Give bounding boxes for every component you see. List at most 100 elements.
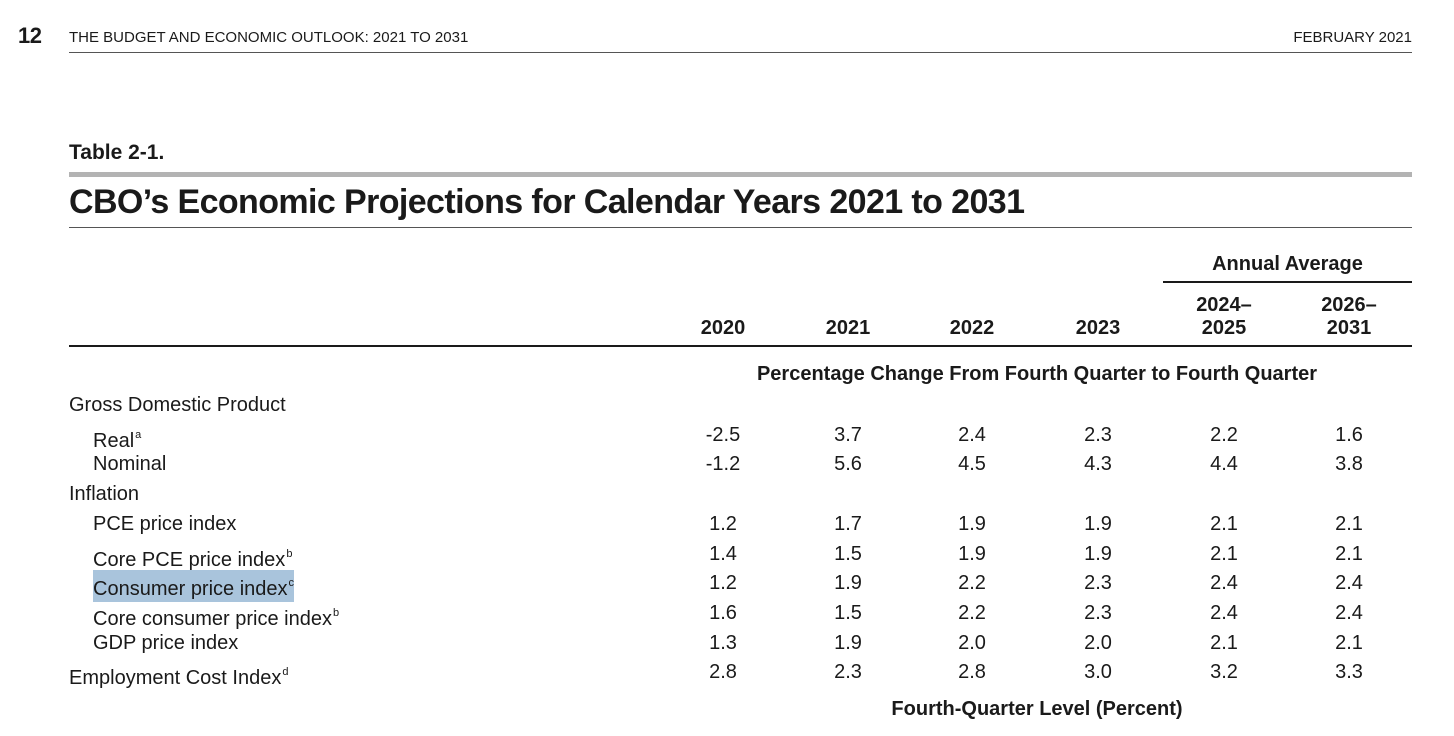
row-label-text: Gross Domestic Product	[69, 394, 286, 416]
table-cell: 2.4	[1335, 572, 1363, 594]
column-header-line2: 2020	[700, 317, 746, 339]
table-cell: 1.4	[709, 543, 737, 565]
table-cell: 2.8	[958, 661, 986, 683]
row-label-text: GDP price index	[93, 632, 239, 654]
table-row: Core consumer price indexb 1.6 1.5 2.2 2.3 2.…	[0, 600, 1454, 630]
table-cell: 1.9	[834, 572, 862, 594]
table-cell: 2.1	[1210, 513, 1238, 535]
table-cell: 2.1	[1335, 513, 1363, 535]
table-row: Inflation	[0, 481, 1454, 511]
table-cell: 2.3	[834, 661, 862, 683]
table-row: GDP price index 1.3 1.9 2.0 2.0 2.1 2.1	[0, 630, 1454, 660]
column-header-line2: 2022	[949, 317, 995, 339]
table-row: Employment Cost Indexd 2.8 2.3 2.8 3.0 3.2 3.3	[0, 659, 1454, 689]
table-label: Table 2-1.	[69, 141, 165, 164]
table-cell: 1.7	[834, 513, 862, 535]
table-cell: 1.6	[1335, 424, 1363, 446]
table-cell: 4.3	[1084, 453, 1112, 475]
running-date: FEBRUARY 2021	[1293, 29, 1412, 46]
row-label[interactable]: Reala	[93, 422, 141, 454]
column-header: 2026– 2031	[1289, 294, 1409, 340]
table-cell: 2.3	[1084, 424, 1112, 446]
row-label-text: Core consumer price index	[93, 608, 332, 630]
table-cell: 3.3	[1335, 661, 1363, 683]
row-label[interactable]: Core consumer price indexb	[93, 600, 339, 632]
table-cell: 2.1	[1335, 543, 1363, 565]
header-rule	[69, 52, 1412, 53]
table-cell: 2.1	[1210, 543, 1238, 565]
row-label-text: Real	[93, 430, 135, 452]
column-header-line1: 2024–	[1196, 294, 1252, 316]
row-label[interactable]: PCE price index	[93, 511, 236, 537]
table-cell: 2.2	[958, 602, 986, 624]
table-cell: 1.9	[1084, 513, 1112, 535]
row-label[interactable]: Nominal	[93, 451, 166, 477]
table-cell: 1.2	[709, 513, 737, 535]
table-cell: 1.2	[709, 572, 737, 594]
table-row: Core PCE price indexb 1.4 1.5 1.9 1.9 2.1 2.1	[0, 541, 1454, 571]
table-cell: 1.9	[834, 632, 862, 654]
footnote-marker: d	[282, 666, 289, 678]
table-cell: -1.2	[705, 453, 741, 475]
column-header-line2: 2021	[825, 317, 871, 339]
table-row: Reala -2.5 3.7 2.4 2.3 2.2 1.6	[0, 422, 1454, 452]
table-cell: 1.5	[834, 543, 862, 565]
table-cell: 2.1	[1210, 632, 1238, 654]
table-cell: 3.2	[1210, 661, 1238, 683]
table-cell: 2.4	[1210, 602, 1238, 624]
column-header: 2024– 2025	[1164, 294, 1284, 340]
table-cell: 2.3	[1084, 602, 1112, 624]
footnote-marker: a	[135, 429, 142, 441]
table-cell: 2.0	[958, 632, 986, 654]
table-cell: 2.8	[709, 661, 737, 683]
table-cell: 2.0	[1084, 632, 1112, 654]
page-number: 12	[18, 23, 42, 48]
row-label-text: PCE price index	[93, 513, 237, 535]
column-header-line2: 2031	[1326, 317, 1372, 339]
table-cell: 4.4	[1210, 453, 1238, 475]
table-row: Gross Domestic Product	[0, 392, 1454, 422]
table-cell: 3.8	[1335, 453, 1363, 475]
annual-average-rule	[1163, 281, 1412, 283]
column-header: 2021	[788, 317, 908, 340]
column-header-line2: 2023	[1075, 317, 1121, 339]
table-cell: 2.1	[1335, 632, 1363, 654]
row-label[interactable]: Inflation	[69, 481, 139, 507]
row-label[interactable]: Employment Cost Indexd	[69, 659, 288, 691]
table-row: PCE price index 1.2 1.7 1.9 1.9 2.1 2.1	[0, 511, 1454, 541]
row-label[interactable]: Gross Domestic Product	[69, 392, 286, 418]
annual-average-header: Annual Average	[1212, 253, 1363, 275]
table-cell: 5.6	[834, 453, 862, 475]
footnote-marker: b	[333, 607, 340, 619]
table-cell: 2.4	[1335, 602, 1363, 624]
section-heading: Fourth-Quarter Level (Percent)	[891, 698, 1183, 720]
table-title: CBO’s Economic Projections for Calendar …	[69, 183, 1025, 221]
row-label-text: Employment Cost Index	[69, 667, 282, 689]
table-cell: 2.4	[1210, 572, 1238, 594]
table-cell: 1.9	[1084, 543, 1112, 565]
table-cell: 2.2	[958, 572, 986, 594]
column-header-line1: 2026–	[1321, 294, 1377, 316]
footnote-marker: c	[288, 577, 295, 589]
row-label-text: Core PCE price index	[93, 549, 286, 571]
footnote-marker: b	[286, 548, 293, 560]
table-cell: 2.4	[958, 424, 986, 446]
column-header-rule	[69, 345, 1412, 347]
running-title: THE BUDGET AND ECONOMIC OUTLOOK: 2021 TO…	[69, 29, 469, 46]
table-cell: 1.9	[958, 543, 986, 565]
table-cell: -2.5	[705, 424, 741, 446]
column-header-line2: 2025	[1201, 317, 1247, 339]
row-label-text: Inflation	[69, 483, 140, 505]
table-cell: 4.5	[958, 453, 986, 475]
row-label[interactable]: Consumer price indexc	[93, 570, 295, 602]
table-cell: 2.2	[1210, 424, 1238, 446]
column-header: 2022	[912, 317, 1032, 340]
column-header: 2020	[663, 317, 783, 340]
row-label[interactable]: Core PCE price indexb	[93, 541, 292, 573]
row-label-text: Nominal	[93, 453, 167, 475]
row-label[interactable]: GDP price index	[93, 630, 238, 656]
table-cell: 3.0	[1084, 661, 1112, 683]
table-row: Consumer price indexc 1.2 1.9 2.2 2.3 2.4 2.4	[0, 570, 1454, 602]
table-row: Nominal -1.2 5.6 4.5 4.3 4.4 3.8	[0, 451, 1454, 481]
section-heading: Percentage Change From Fourth Quarter to…	[756, 363, 1318, 385]
